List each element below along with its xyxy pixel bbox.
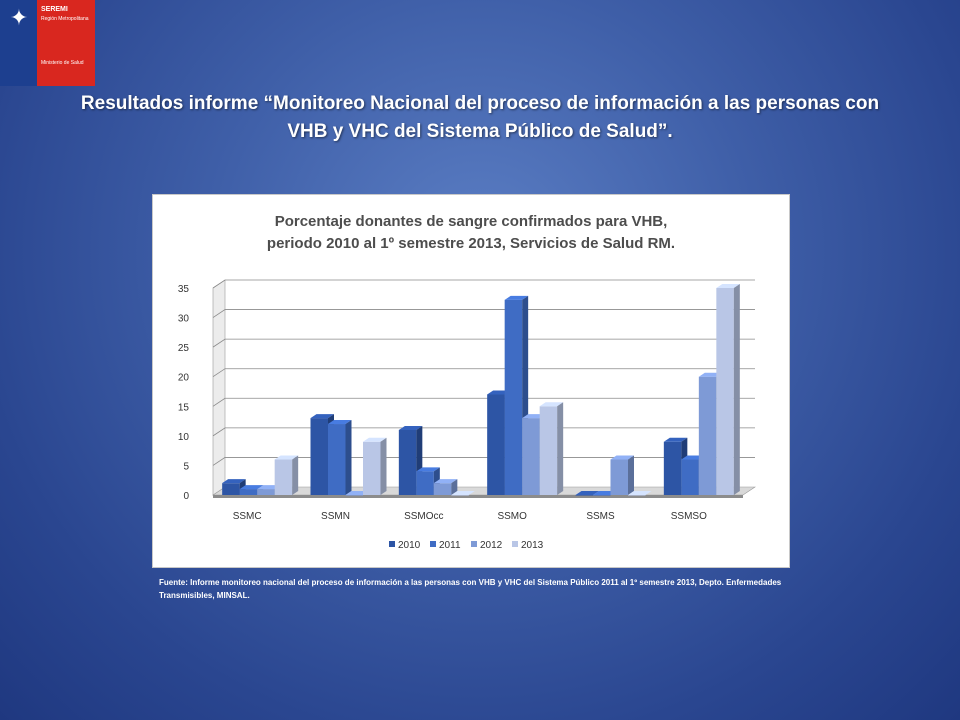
back-wall bbox=[225, 280, 755, 487]
chart-container: Porcentaje donantes de sangre confirmado… bbox=[152, 194, 790, 568]
y-tick-label: 20 bbox=[178, 373, 190, 384]
bar bbox=[716, 288, 734, 495]
bar-side bbox=[292, 455, 299, 495]
bar bbox=[593, 495, 611, 496]
gridline bbox=[212, 368, 755, 378]
bar bbox=[363, 441, 381, 495]
chart-title-line2: periodo 2010 al 1º semestre 2013, Servic… bbox=[267, 235, 675, 252]
y-tick-label: 10 bbox=[178, 432, 190, 443]
bar-top bbox=[610, 455, 634, 460]
bar bbox=[681, 459, 699, 495]
bar-top bbox=[274, 455, 299, 460]
bar-top bbox=[539, 402, 564, 407]
bar-top bbox=[328, 420, 352, 425]
bar-top bbox=[504, 295, 529, 300]
gridline bbox=[212, 427, 755, 437]
bar-top bbox=[451, 491, 475, 495]
bar bbox=[310, 418, 328, 495]
bar-side bbox=[557, 402, 564, 495]
bar bbox=[222, 483, 240, 495]
y-tick-label: 35 bbox=[178, 284, 190, 295]
y-tick-label: 0 bbox=[183, 491, 189, 502]
bar-top bbox=[398, 425, 423, 430]
bar bbox=[274, 459, 293, 495]
bar bbox=[257, 489, 275, 495]
coat-of-arms-icon: ✦ bbox=[9, 6, 29, 31]
bar-top bbox=[663, 437, 688, 442]
bar bbox=[239, 489, 258, 495]
legend-label: 2012 bbox=[480, 540, 503, 551]
bar bbox=[416, 471, 434, 495]
bar bbox=[663, 441, 682, 495]
x-tick-label: SSMOcc bbox=[404, 511, 443, 522]
gridline bbox=[212, 279, 755, 289]
x-tick-label: SSMC bbox=[233, 511, 262, 522]
bar bbox=[451, 495, 469, 496]
bar-top bbox=[716, 284, 740, 288]
legend-swatch bbox=[512, 541, 518, 547]
bar bbox=[487, 394, 505, 495]
bar-side bbox=[628, 455, 634, 495]
bar bbox=[345, 495, 363, 496]
bar-side bbox=[451, 479, 458, 495]
logo-blue-panel: ✦ bbox=[0, 0, 37, 86]
legend-swatch bbox=[430, 541, 436, 547]
bar-top bbox=[575, 491, 599, 495]
legend-label: 2011 bbox=[439, 540, 461, 551]
bar-side bbox=[733, 284, 740, 495]
bar-top bbox=[628, 491, 652, 495]
y-tick-label: 25 bbox=[178, 343, 190, 354]
bar-side bbox=[345, 420, 352, 495]
bar-top bbox=[310, 414, 334, 419]
gridline bbox=[212, 338, 755, 348]
bar-top bbox=[363, 437, 387, 442]
logo-region: Región Metropolitana bbox=[41, 16, 89, 22]
bar bbox=[504, 299, 523, 495]
x-tick-label: SSMO bbox=[497, 511, 527, 522]
bar bbox=[610, 459, 628, 495]
bar bbox=[575, 495, 593, 496]
x-tick-label: SSMSO bbox=[671, 511, 707, 522]
bar-chart: Porcentaje donantes de sangre confirmado… bbox=[178, 213, 756, 551]
source-note: Fuente: Informe monitoreo nacional del p… bbox=[159, 578, 782, 600]
logo-ministry: Ministerio de Salud bbox=[41, 60, 84, 66]
bar bbox=[522, 418, 540, 495]
chart-title-line1: Porcentaje donantes de sangre confirmado… bbox=[275, 213, 668, 230]
ministry-logo: ✦ SEREMI Región Metropolitana Ministerio… bbox=[0, 0, 95, 86]
bar-side bbox=[380, 437, 387, 495]
gridline bbox=[212, 309, 755, 318]
legend-swatch bbox=[471, 541, 477, 547]
x-tick-label: SSMN bbox=[321, 511, 350, 522]
bar bbox=[328, 424, 346, 495]
bar bbox=[433, 483, 452, 495]
legend-label: 2013 bbox=[521, 540, 544, 551]
bar-top bbox=[433, 479, 458, 484]
x-tick-label: SSMS bbox=[586, 511, 615, 522]
slide-title: Resultados informe “Monitoreo Nacional d… bbox=[80, 93, 880, 142]
bar-top bbox=[416, 467, 440, 472]
bar bbox=[698, 376, 717, 495]
legend-swatch bbox=[389, 541, 395, 547]
bar bbox=[628, 495, 646, 496]
bar bbox=[539, 406, 558, 495]
bar-top bbox=[239, 485, 264, 490]
side-wall bbox=[212, 279, 226, 496]
y-tick-label: 5 bbox=[183, 461, 189, 472]
legend-label: 2010 bbox=[398, 540, 421, 551]
floor-edge bbox=[213, 495, 743, 498]
bar bbox=[398, 429, 417, 495]
gridline bbox=[212, 397, 755, 407]
logo-org: SEREMI bbox=[41, 6, 68, 13]
y-tick-label: 30 bbox=[178, 314, 190, 325]
logo-red-panel: SEREMI Región Metropolitana Ministerio d… bbox=[37, 0, 95, 86]
gridline bbox=[212, 457, 755, 466]
y-tick-label: 15 bbox=[178, 402, 190, 413]
bar-top bbox=[222, 479, 246, 484]
